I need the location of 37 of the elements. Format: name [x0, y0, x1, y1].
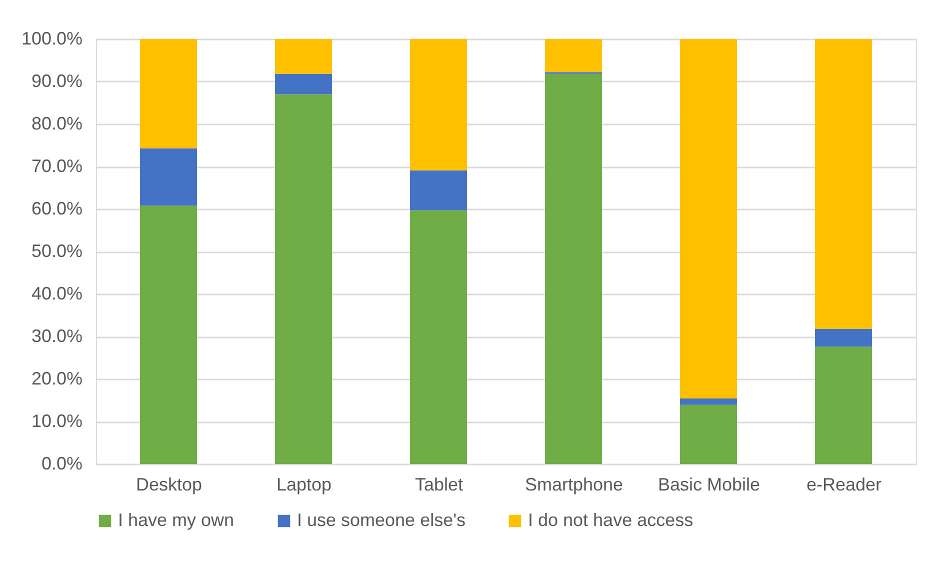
bar — [140, 39, 197, 148]
bar — [410, 210, 467, 464]
bar — [275, 74, 332, 94]
y-tick-label: 100.0% — [21, 28, 82, 48]
bar — [140, 206, 197, 464]
y-tick-label: 0.0% — [41, 454, 82, 474]
bar — [275, 39, 332, 74]
x-tick-label: Smartphone — [524, 474, 624, 494]
x-tick-label: Tablet — [414, 474, 464, 494]
bar — [410, 170, 467, 210]
bar — [815, 39, 872, 329]
x-tick-label: e-Reader — [806, 474, 882, 494]
y-tick-label: 40.0% — [31, 284, 82, 304]
bar — [680, 39, 737, 399]
y-tick-label: 70.0% — [31, 156, 82, 176]
bar — [410, 39, 467, 170]
y-tick-label: 10.0% — [31, 411, 82, 431]
bar — [140, 148, 197, 206]
bar — [275, 94, 332, 464]
y-tick-label: 90.0% — [31, 71, 82, 91]
x-tick-label: Desktop — [136, 474, 202, 494]
legend-label: I use someone else's — [297, 510, 466, 530]
bar — [545, 74, 602, 464]
bar — [680, 398, 737, 405]
y-tick-label: 20.0% — [31, 368, 82, 388]
x-tick-label: Laptop — [276, 474, 332, 494]
y-tick-label: 80.0% — [31, 114, 82, 134]
x-tick-label: Basic Mobile — [658, 474, 760, 494]
y-tick-label: 50.0% — [31, 241, 82, 261]
legend-label: I do not have access — [528, 510, 694, 530]
bar — [545, 39, 602, 72]
y-tick-label: 60.0% — [31, 198, 82, 218]
y-tick-label: 30.0% — [31, 326, 82, 346]
bar — [815, 346, 872, 464]
bar — [815, 328, 872, 347]
legend-label: I have my own — [118, 510, 234, 530]
bar — [680, 404, 737, 464]
